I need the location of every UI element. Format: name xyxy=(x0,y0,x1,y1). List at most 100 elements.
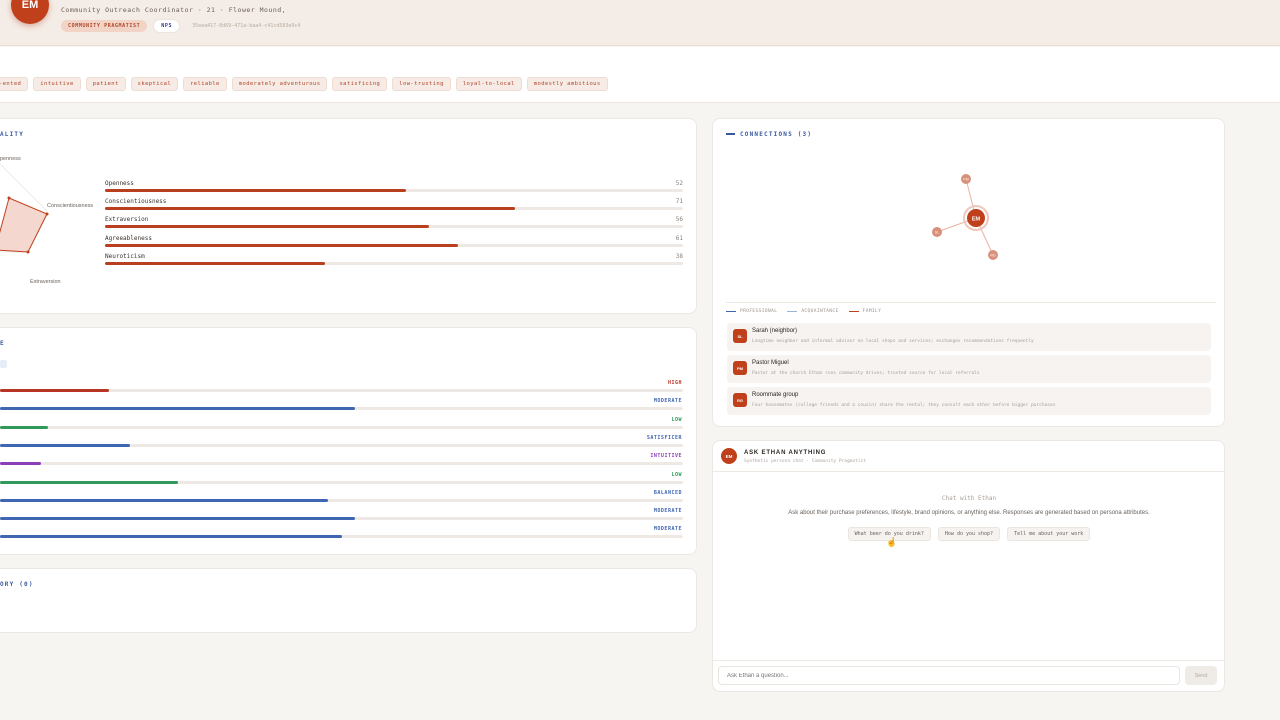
connection-desc: Four housemates (college friends and a c… xyxy=(752,403,1056,408)
connection-name: Roommate group xyxy=(752,392,799,398)
trait-tag: loyal-to-local xyxy=(455,77,522,91)
trait-score-value: 38 xyxy=(675,253,683,260)
trait-tag: low-trusting xyxy=(392,77,451,91)
history-card xyxy=(0,568,697,633)
connection-avatar: SL xyxy=(733,329,747,343)
persona-header: EM Community Outreach Coordinator · 21 ·… xyxy=(0,0,1280,46)
behavior-level: MODERATE xyxy=(653,398,682,404)
behavior-level: LOW xyxy=(671,417,682,423)
chat-suggestions: What beer do you drink? How do you shop?… xyxy=(713,527,1225,541)
legend-label: PROFESSIONAL xyxy=(740,309,778,314)
behavior-bar-fill xyxy=(0,444,130,447)
behavior-bar xyxy=(0,499,683,502)
connection-item[interactable]: SL Sarah (neighbor) Longtime neighbor an… xyxy=(727,323,1211,351)
trait-score-label: Agreeableness xyxy=(105,235,152,242)
connection-avatar: PM xyxy=(733,361,747,375)
chat-input[interactable] xyxy=(718,666,1180,685)
trait-score-value: 52 xyxy=(675,180,683,187)
behavior-bar xyxy=(0,517,683,520)
personality-title: ALITY xyxy=(0,131,25,138)
persona-subtitle: Community Outreach Coordinator · 21 · Fl… xyxy=(61,6,287,14)
legend-label: ACQUAINTANCE xyxy=(801,309,839,314)
chat-avatar: EM xyxy=(721,448,737,464)
behavior-bar-fill xyxy=(0,481,178,484)
node-pm xyxy=(961,174,971,184)
trait-score-label: Extraversion xyxy=(105,216,149,223)
behavior-level: BALANCED xyxy=(653,490,682,496)
trait-score-row: Agreeableness 61 xyxy=(105,235,683,251)
behavior-bar xyxy=(0,444,683,447)
connection-item[interactable]: RG Roommate group Four housemates (colle… xyxy=(727,387,1211,415)
trait-score-value: 71 xyxy=(675,198,683,205)
behavior-bar xyxy=(0,462,683,465)
suggestion-button[interactable]: Tell me about your work xyxy=(1007,527,1091,541)
node-center-label: EM xyxy=(972,217,981,223)
personality-card xyxy=(0,118,697,314)
trait-tag: patient xyxy=(85,77,126,91)
chat-input-divider xyxy=(713,660,1224,661)
behavior-card xyxy=(0,327,697,555)
trait-score-track xyxy=(105,244,683,247)
send-button[interactable]: Send xyxy=(1185,666,1217,685)
connections-title: CONNECTIONS (3) xyxy=(740,131,813,138)
behavior-bar-fill xyxy=(0,499,328,502)
legend-swatch xyxy=(726,310,736,313)
node-sl xyxy=(932,227,942,237)
radar-shape xyxy=(0,197,48,253)
radar-label-extraversion: Extraversion xyxy=(30,279,61,285)
legend-acquaintance: ACQUAINTANCE xyxy=(787,309,838,314)
legend-professional: PROFESSIONAL xyxy=(726,309,777,314)
behavior-bar xyxy=(0,426,683,429)
trait-tag: satisficing xyxy=(332,77,388,91)
persona-id: 35eea417-8d69-471a-baa4-c41cd583e9c4 xyxy=(192,23,301,29)
chat-title: ASK ETHAN ANYTHING xyxy=(744,450,827,456)
legend-label: FAMILY xyxy=(862,309,882,314)
connections-graph[interactable]: EM PM SL RG xyxy=(920,165,1040,275)
radar-label-openness: penness xyxy=(0,156,21,162)
trait-score-track xyxy=(105,262,683,265)
connection-item[interactable]: PM Pastor Miguel Pastor at the church Et… xyxy=(727,355,1211,383)
persona-chips: COMMUNITY PRAGMATIST NPS 35eea417-8d69-4… xyxy=(61,19,300,33)
suggestion-button[interactable]: What beer do you drink? xyxy=(847,527,931,541)
node-rg-label: RG xyxy=(990,254,996,258)
behavior-bar-fill xyxy=(0,407,356,410)
trait-score-fill xyxy=(105,207,516,210)
trait-tag: moderately adventurous xyxy=(231,77,328,91)
connections-legend: PROFESSIONAL ACQUAINTANCE FAMILY xyxy=(726,309,881,314)
trait-strip: -ented intuitive patient skeptical relia… xyxy=(0,47,1280,103)
chat-empty-desc: Ask about their purchase preferences, li… xyxy=(788,510,1150,516)
connection-name: Pastor Miguel xyxy=(752,360,789,366)
behavior-level: LOW xyxy=(671,472,682,478)
node-center xyxy=(967,209,985,227)
trait-score-track xyxy=(105,207,683,210)
trait-score-value: 61 xyxy=(675,235,683,242)
connection-desc: Pastor at the church Ethan runs communit… xyxy=(752,371,980,376)
behavior-level: INTUITIVE xyxy=(650,453,682,459)
trait-score-fill xyxy=(105,225,429,228)
behavior-bar-fill xyxy=(0,462,41,465)
behavior-title: E xyxy=(0,340,5,347)
legend-swatch xyxy=(787,310,798,313)
behavior-bar xyxy=(0,535,683,538)
behavior-level: MODERATE xyxy=(653,526,682,532)
connection-desc: Longtime neighbor and informal adviser o… xyxy=(752,339,1034,344)
trait-score-value: 56 xyxy=(675,216,683,223)
chat-card xyxy=(712,440,1225,692)
trait-list: -ented intuitive patient skeptical relia… xyxy=(0,77,608,91)
behavior-bar xyxy=(0,407,683,410)
nps-chip[interactable]: NPS xyxy=(153,19,181,33)
trait-tag: reliable xyxy=(183,77,227,91)
trait-tag: modestly ambitious xyxy=(526,77,608,91)
connections-title-line xyxy=(726,133,735,135)
radar-point xyxy=(26,250,30,254)
history-title: ORY (0) xyxy=(0,581,34,588)
behavior-filter-chip[interactable] xyxy=(0,360,7,368)
behavior-bar-fill xyxy=(0,535,342,538)
behavior-bar-fill xyxy=(0,517,356,520)
node-sl-label: SL xyxy=(935,231,939,235)
trait-score-fill xyxy=(105,262,325,265)
legend-swatch xyxy=(848,310,859,313)
segment-chip[interactable]: COMMUNITY PRAGMATIST xyxy=(61,20,148,32)
suggestion-button[interactable]: How do you shop? xyxy=(937,527,1001,541)
connection-name: Sarah (neighbor) xyxy=(752,328,798,334)
